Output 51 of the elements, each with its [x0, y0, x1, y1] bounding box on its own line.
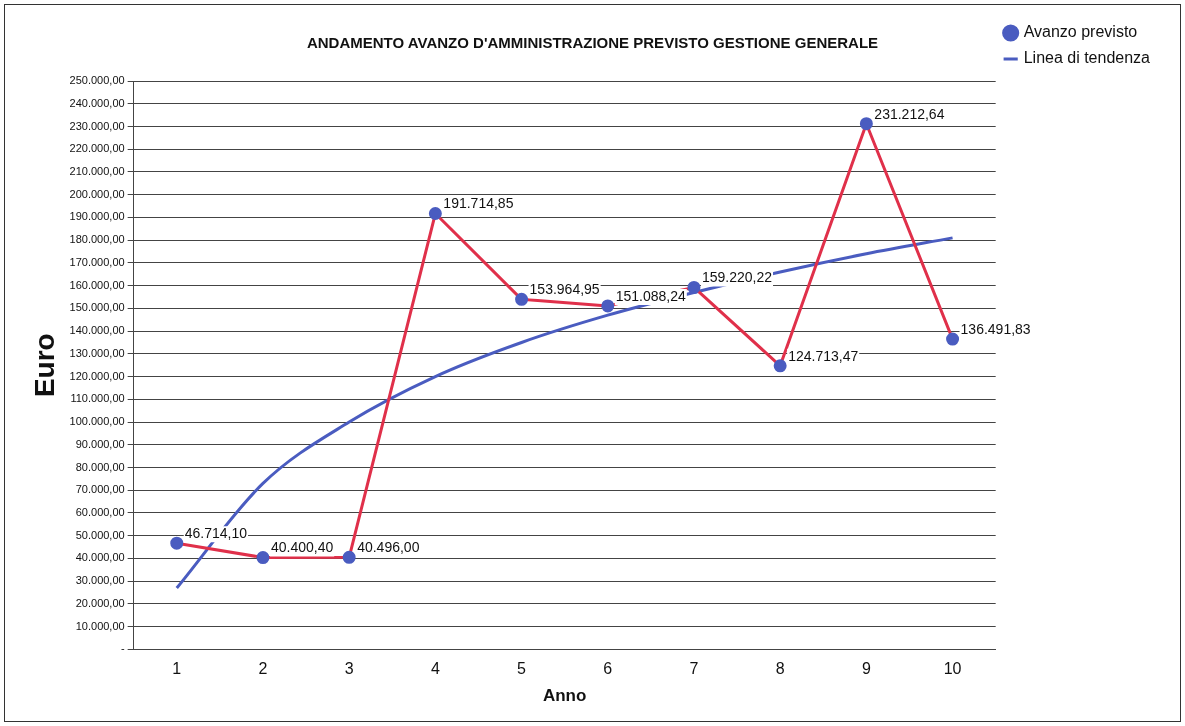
y-tick-label: 180.000,00 [69, 233, 125, 246]
y-tick-label: 230.000,00 [69, 119, 125, 132]
data-label: 153.964,95 [529, 281, 600, 298]
data-label: 136.491,83 [960, 320, 1031, 337]
legend-label: Avanzo previsto [1023, 23, 1138, 41]
y-axis-title: Euro [28, 333, 60, 398]
y-tick-label: 250.000,00 [69, 74, 125, 87]
y-tick-label: 240.000,00 [69, 96, 125, 109]
x-tick-label: 3 [344, 660, 354, 678]
data-label: 231.212,64 [874, 105, 945, 122]
y-tick-label: 210.000,00 [69, 164, 125, 177]
data-label: 40.496,00 [357, 539, 420, 556]
data-label: 151.088,24 [615, 287, 687, 304]
y-tick-label: 140.000,00 [69, 324, 125, 337]
y-tick-label: 60.000,00 [75, 506, 125, 519]
x-tick-label: 10 [943, 660, 962, 678]
y-tick-label: 40.000,00 [75, 551, 125, 564]
y-tick-label: - [120, 642, 125, 655]
x-tick-label: 1 [172, 660, 182, 678]
x-tick-label: 7 [689, 660, 699, 678]
data-label: 40.400,40 [270, 539, 334, 556]
chart-title: ANDAMENTO AVANZO D'AMMINISTRAZIONE PREVISTO GESTIONE GENERALE [306, 34, 879, 52]
y-tick-label: 150.000,00 [69, 301, 125, 314]
y-tick-label: 160.000,00 [69, 278, 125, 291]
y-tick-label: 110.000,00 [70, 392, 125, 405]
y-tick-label: 50.000,00 [75, 528, 125, 541]
x-tick-label: 2 [258, 660, 268, 678]
x-tick-label: 4 [430, 660, 440, 678]
y-tick-label: 220.000,00 [69, 142, 125, 155]
data-label: 46.714,10 [184, 525, 248, 542]
y-tick-label: 10.000,00 [75, 619, 125, 632]
data-label: 159.220,22 [701, 269, 773, 286]
x-tick-label: 6 [603, 660, 613, 678]
y-tick-label: 30.000,00 [75, 574, 125, 587]
y-tick-label: 120.000,00 [69, 369, 125, 382]
y-tick-label: 70.000,00 [75, 483, 125, 496]
x-tick-label: 9 [861, 660, 871, 678]
y-tick-label: 170.000,00 [69, 255, 125, 268]
y-tick-label: 200.000,00 [69, 187, 125, 200]
data-label: 124.713,47 [788, 347, 859, 364]
x-tick-label: 8 [775, 660, 785, 678]
legend-label: Linea di tendenza [1023, 49, 1151, 67]
x-tick-label: 5 [517, 660, 527, 678]
x-axis-title: Anno [542, 686, 587, 706]
y-tick-label: 190.000,00 [69, 210, 125, 223]
y-tick-label: 130.000,00 [69, 346, 125, 359]
y-tick-label: 90.000,00 [75, 437, 125, 450]
y-tick-label: 80.000,00 [75, 460, 125, 473]
y-tick-label: 100.000,00 [69, 415, 125, 428]
y-tick-label: 20.000,00 [75, 596, 125, 609]
data-label: 191.714,85 [443, 195, 514, 212]
